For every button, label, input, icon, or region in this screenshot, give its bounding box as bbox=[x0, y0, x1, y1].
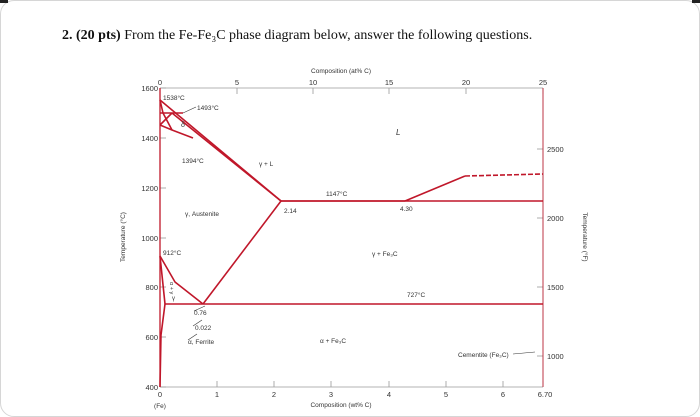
xb-tick-4: 4 bbox=[387, 390, 391, 399]
right-ticks bbox=[537, 148, 543, 357]
temp-1493: 1493°C bbox=[197, 104, 219, 112]
xt-tick-5: 5 bbox=[235, 78, 239, 87]
annotations: 1538°C 1493°C 1394°C 1147°C 912°C 727°C … bbox=[163, 94, 509, 359]
phase-gamma-liquid: γ + L bbox=[259, 161, 274, 168]
fe-label: (Fe) bbox=[154, 403, 166, 410]
phase-alpha-fe3c: α + Fe₃C bbox=[320, 338, 346, 345]
phase-liquid: L bbox=[396, 128, 400, 137]
liquidus-right-dashed bbox=[464, 173, 544, 177]
question-text: 2. (20 pts) From the Fe-Fe₃C phase diagr… bbox=[62, 28, 532, 44]
phase-austenite: γ, Austenite bbox=[185, 211, 219, 218]
gamma-upper-left bbox=[159, 124, 194, 139]
question-body: From the Fe-Fe₃C phase diagram below, an… bbox=[124, 28, 533, 43]
temp-1394: 1394°C bbox=[182, 157, 204, 165]
xb-tick-5: 5 bbox=[444, 390, 448, 399]
xb-tick-6: 6 bbox=[501, 390, 505, 399]
y-tick-600: 600 bbox=[145, 333, 158, 342]
xt-tick-15: 15 bbox=[385, 78, 393, 87]
xb-tick-6-70: 6.70 bbox=[538, 390, 553, 399]
comp-2-14: 2.14 bbox=[284, 208, 297, 215]
x-top-label: Composition (at% C) bbox=[311, 68, 371, 75]
axes bbox=[159, 87, 544, 388]
temp-1147: 1147°C bbox=[326, 190, 348, 198]
x-bottom-label: Composition (wt% C) bbox=[310, 402, 371, 409]
xb-tick-2: 2 bbox=[272, 390, 276, 399]
y-tick-1400: 1400 bbox=[141, 134, 158, 143]
phase-gamma-fe3c: γ + Fe₃C bbox=[372, 251, 398, 258]
question-number: 2. bbox=[62, 28, 73, 43]
xt-tick-10: 10 bbox=[309, 78, 317, 87]
liquidus-right-solid bbox=[404, 175, 466, 202]
comp-4-30: 4.30 bbox=[400, 206, 413, 213]
a3-line bbox=[159, 255, 204, 305]
delta-region bbox=[159, 99, 173, 131]
temp-912: 912°C bbox=[163, 249, 181, 257]
xt-tick-0: 0 bbox=[158, 78, 162, 87]
xt-tick-20: 20 bbox=[462, 78, 470, 87]
comp-0-022: 0.022 bbox=[195, 325, 212, 332]
y-tick-800: 800 bbox=[145, 283, 158, 292]
question-points: (20 pts) bbox=[76, 28, 121, 43]
yr-tick-1500: 1500 bbox=[547, 283, 564, 292]
solidus-gamma bbox=[171, 112, 282, 202]
y-tick-1000: 1000 bbox=[141, 234, 158, 243]
yr-tick-2500: 2500 bbox=[547, 145, 564, 154]
y-left-label: Temperature (°C) bbox=[119, 212, 127, 262]
leader-lines bbox=[182, 106, 536, 355]
phase-cementite: Cementite (Fe₃C) bbox=[458, 352, 509, 359]
y-tick-1600: 1600 bbox=[141, 84, 158, 93]
xb-tick-3: 3 bbox=[329, 390, 333, 399]
y-tick-1200: 1200 bbox=[141, 184, 158, 193]
phase-ferrite: α, Ferrite bbox=[188, 339, 215, 346]
alpha-gamma-left bbox=[159, 255, 166, 305]
corner-mark-right bbox=[692, 0, 700, 3]
temp-1538: 1538°C bbox=[163, 94, 185, 102]
yr-tick-1000: 1000 bbox=[547, 352, 564, 361]
delta-gamma-boundary bbox=[159, 112, 173, 126]
yr-tick-2000: 2000 bbox=[547, 214, 564, 223]
y-right-label: Temperature (°F) bbox=[581, 212, 589, 261]
phase-boundaries bbox=[159, 88, 544, 388]
top-ticks bbox=[159, 88, 544, 94]
xb-tick-1: 1 bbox=[215, 390, 219, 399]
liquidus-left bbox=[159, 99, 405, 202]
xb-tick-0: 0 bbox=[158, 390, 162, 399]
acm-line bbox=[202, 200, 282, 305]
phase-delta: δ bbox=[181, 122, 185, 129]
alpha-solvus bbox=[159, 303, 166, 388]
xt-tick-25: 25 bbox=[539, 78, 547, 87]
phase-alpha-gamma: α + γ bbox=[168, 282, 174, 294]
corner-mark-left bbox=[0, 0, 8, 3]
bottom-ticks bbox=[159, 381, 544, 387]
y-tick-400: 400 bbox=[145, 383, 158, 392]
temp-727: 727°C bbox=[407, 291, 425, 299]
phase-gamma: γ bbox=[172, 296, 175, 302]
left-ticks bbox=[160, 87, 166, 388]
comp-0-76: 0.76 bbox=[194, 310, 207, 317]
